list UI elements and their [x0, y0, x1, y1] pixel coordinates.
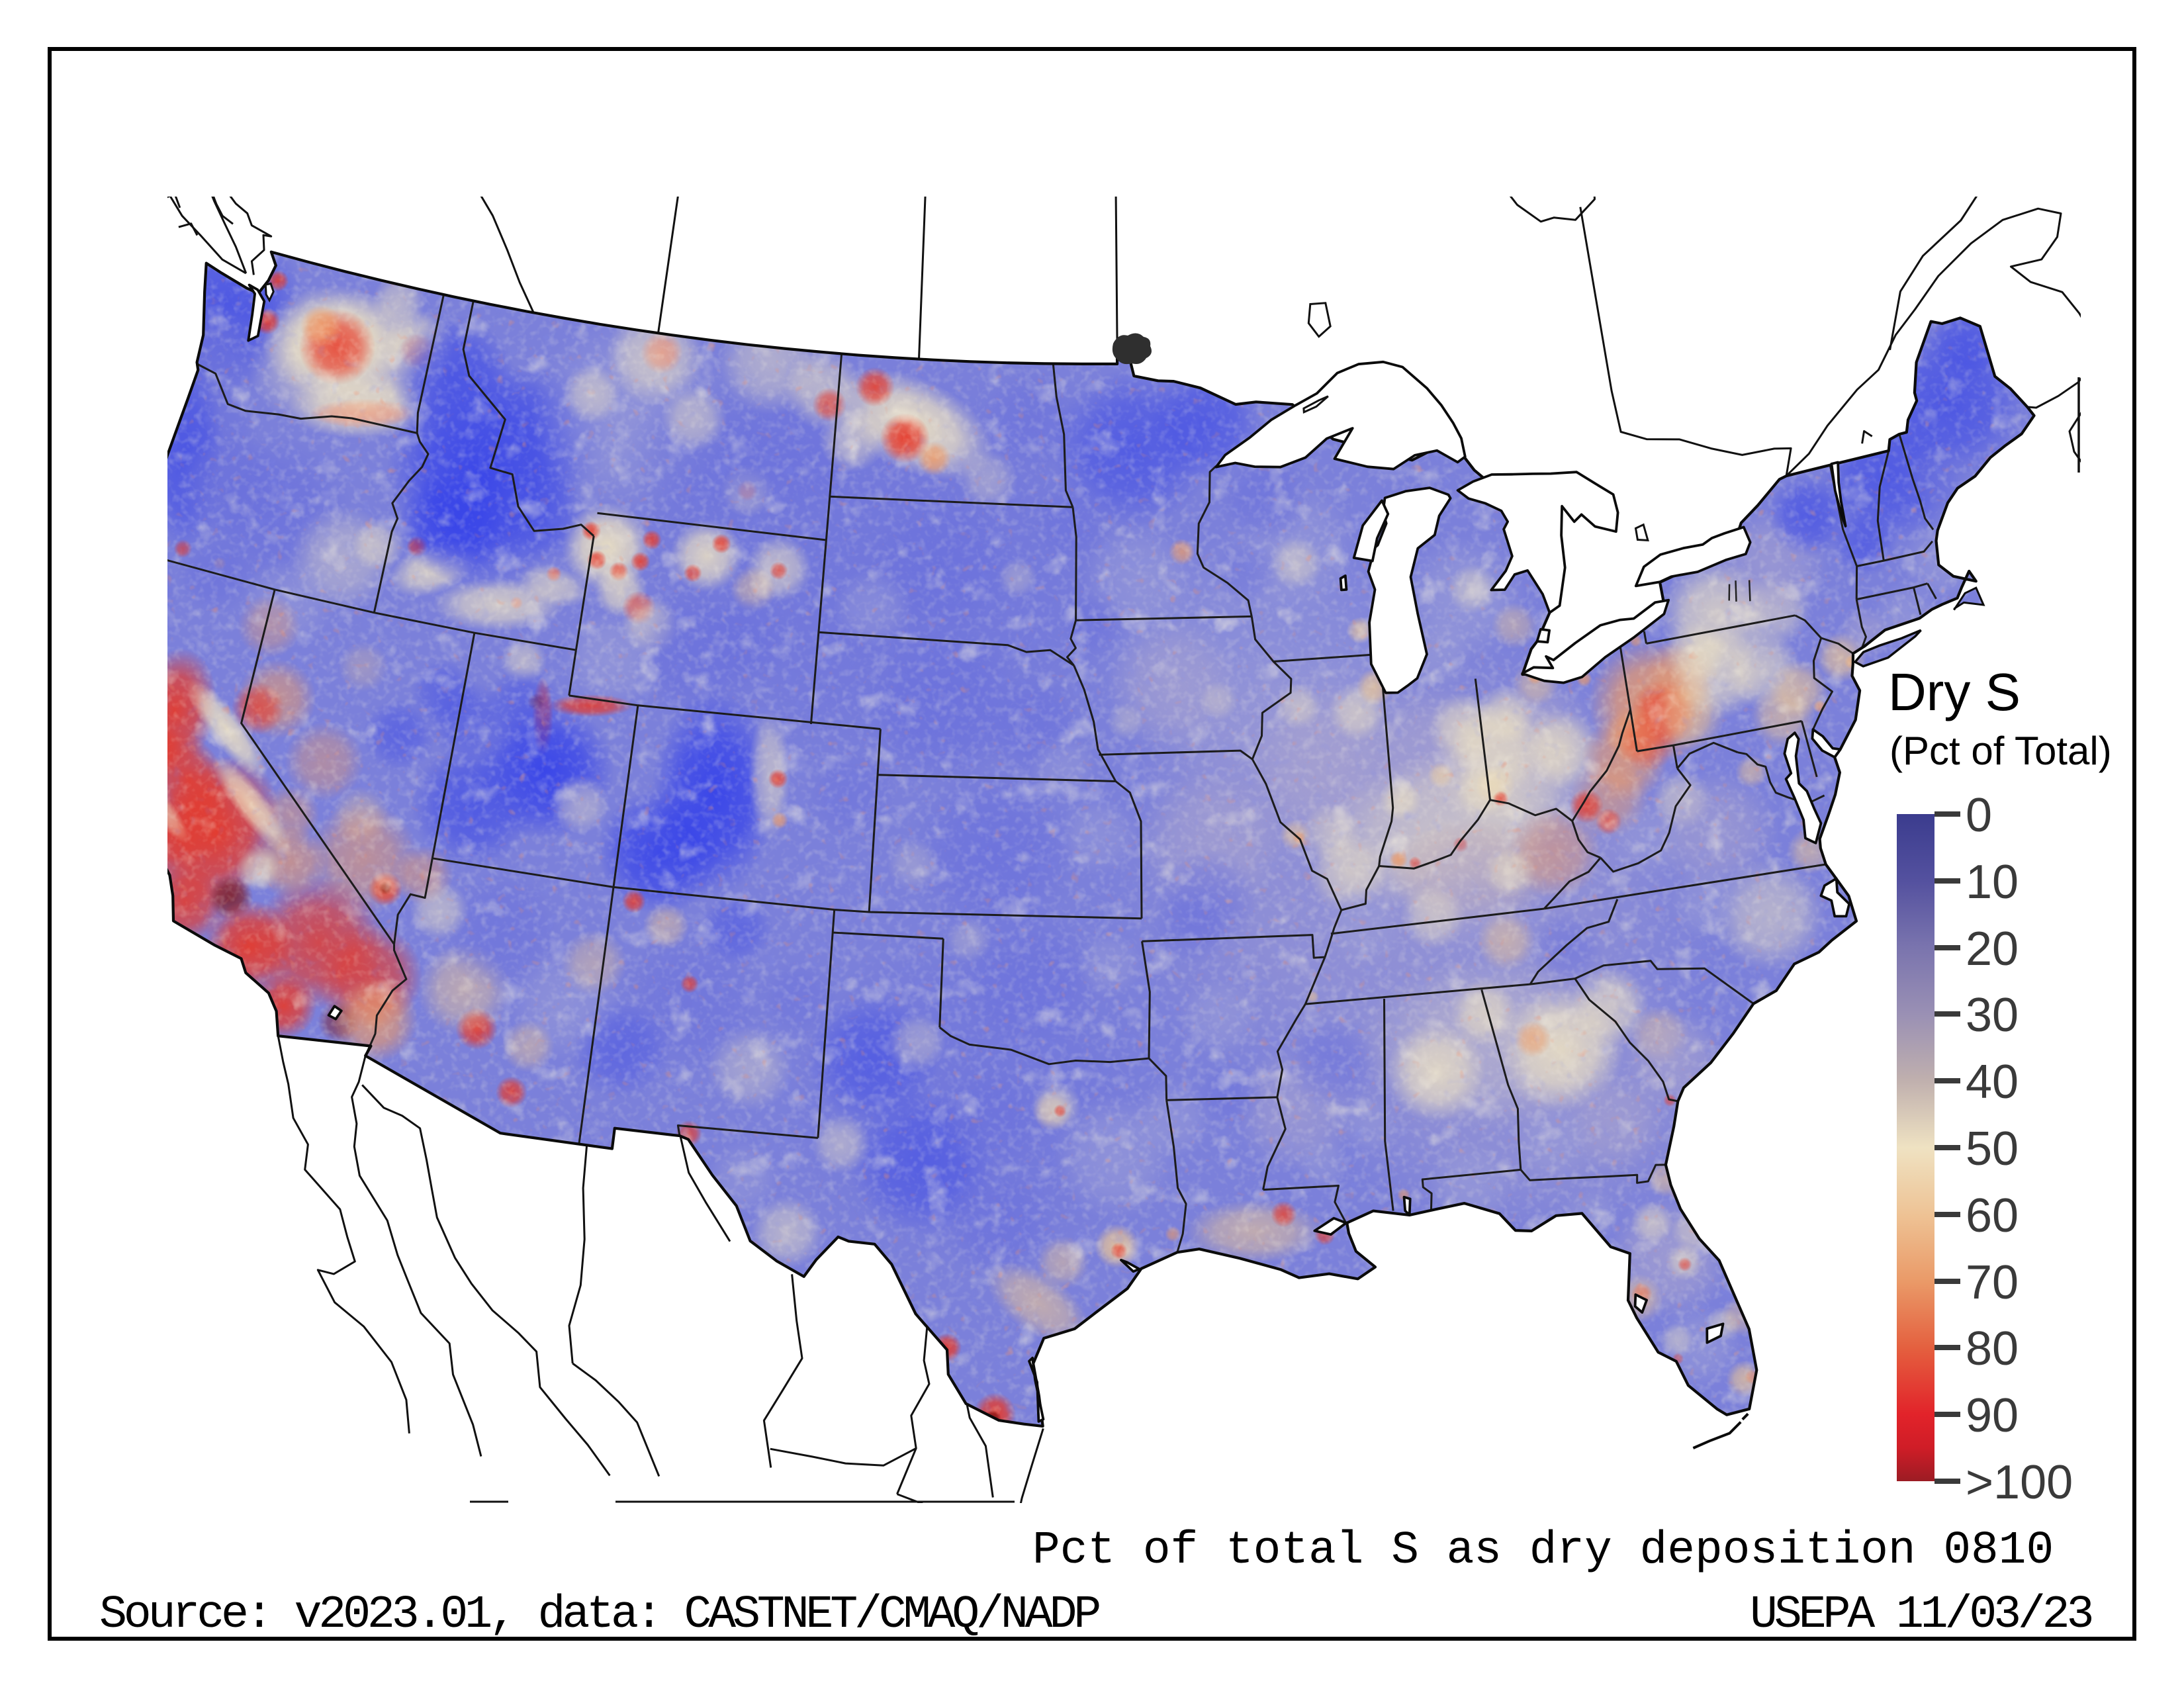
svg-text:80: 80	[1966, 1322, 2019, 1375]
svg-text:Pct of total S as dry depositi: Pct of total S as dry deposition 0810	[1032, 1524, 2054, 1577]
svg-text:30: 30	[1966, 989, 2019, 1042]
svg-text:Source: v2023.01, data: CASTNE: Source: v2023.01, data: CASTNET/CMAQ/NAD…	[99, 1589, 1099, 1641]
svg-text:>100: >100	[1966, 1456, 2073, 1509]
svg-text:10: 10	[1966, 856, 2019, 909]
svg-text:50: 50	[1966, 1122, 2019, 1175]
svg-text:0: 0	[1966, 789, 1992, 842]
svg-text:USEPA 11/03/23: USEPA 11/03/23	[1750, 1589, 2091, 1641]
svg-text:(Pct of Total): (Pct of Total)	[1889, 729, 2112, 773]
svg-text:90: 90	[1966, 1389, 2019, 1442]
svg-text:40: 40	[1966, 1056, 2019, 1109]
svg-text:70: 70	[1966, 1256, 2019, 1309]
svg-text:20: 20	[1966, 923, 2019, 976]
svg-text:Dry S: Dry S	[1888, 663, 2021, 721]
svg-text:60: 60	[1966, 1189, 2019, 1242]
